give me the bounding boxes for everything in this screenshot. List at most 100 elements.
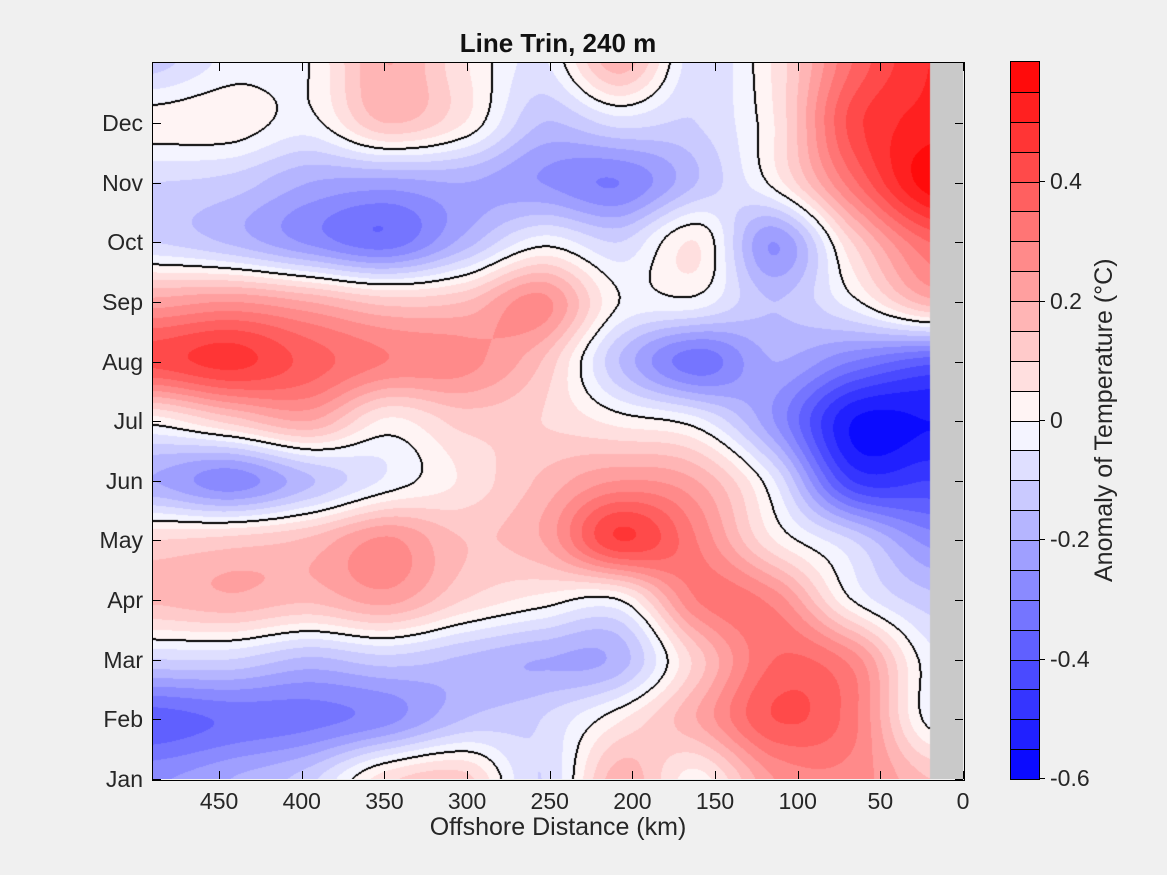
x-tick-label: 0 xyxy=(956,788,970,814)
x-tick-label: 150 xyxy=(695,788,735,814)
axis-tick-mark xyxy=(153,660,161,661)
axis-tick-mark xyxy=(153,183,161,184)
axis-tick-mark xyxy=(153,421,161,422)
colorbar-segment xyxy=(1011,450,1039,481)
colorbar-tick-mark xyxy=(1039,420,1045,421)
colorbar-tick-label: -0.2 xyxy=(1050,526,1090,552)
axis-tick-mark xyxy=(219,63,221,71)
axis-tick-mark xyxy=(955,362,963,363)
axis-tick-mark xyxy=(219,771,221,779)
x-tick-label: 300 xyxy=(447,788,487,814)
axis-tick-mark xyxy=(955,779,963,780)
y-tick-label: Feb xyxy=(103,706,143,732)
axis-tick-mark xyxy=(384,771,386,779)
y-tick-label: Oct xyxy=(107,229,143,255)
x-tick-label: 400 xyxy=(282,788,321,814)
contour-plot-canvas xyxy=(153,63,963,779)
x-axis-label: Offshore Distance (km) xyxy=(429,813,687,841)
axis-tick-mark xyxy=(153,302,161,303)
axis-tick-mark xyxy=(955,660,963,661)
colorbar-segment xyxy=(1011,271,1039,301)
y-tick-label: Mar xyxy=(103,647,143,673)
colorbar-tick-label: -0.4 xyxy=(1050,646,1090,672)
colorbar-tick-mark xyxy=(1039,181,1045,182)
axis-tick-mark xyxy=(153,600,161,601)
colorbar xyxy=(1010,61,1040,780)
colorbar-segment xyxy=(1011,181,1039,212)
colorbar-segment xyxy=(1011,480,1039,511)
colorbar-segment xyxy=(1011,599,1039,630)
chart-title: Line Trin, 240 m xyxy=(459,28,657,58)
axis-tick-mark xyxy=(955,302,963,303)
colorbar-tick-mark xyxy=(1039,778,1045,779)
axis-tick-mark xyxy=(955,421,963,422)
axis-tick-mark xyxy=(955,242,963,243)
colorbar-segment xyxy=(1011,540,1039,570)
y-tick-label: Jan xyxy=(105,766,143,792)
axis-tick-mark xyxy=(955,600,963,601)
axis-tick-mark xyxy=(797,771,799,779)
colorbar-segment xyxy=(1011,659,1039,690)
colorbar-segment xyxy=(1011,151,1039,182)
y-tick-label: Jun xyxy=(105,468,143,494)
axis-tick-mark xyxy=(153,481,161,482)
axis-tick-mark xyxy=(715,771,717,779)
colorbar-tick-label: 0.2 xyxy=(1050,288,1082,314)
y-tick-label: Sep xyxy=(102,289,143,315)
axis-tick-mark xyxy=(797,63,799,71)
axis-tick-mark xyxy=(549,771,551,779)
colorbar-label: Anomaly of Temperature (°C) xyxy=(1090,258,1118,582)
axis-tick-mark xyxy=(153,779,161,780)
colorbar-tick-mark xyxy=(1039,659,1045,660)
colorbar-segment xyxy=(1011,719,1039,750)
axis-tick-mark xyxy=(955,183,963,184)
axis-tick-mark xyxy=(153,540,161,541)
axis-tick-mark xyxy=(153,242,161,243)
colorbar-tick-label: -0.6 xyxy=(1050,765,1090,791)
colorbar-segment xyxy=(1011,62,1039,92)
x-tick-label: 100 xyxy=(778,788,817,814)
axis-tick-mark xyxy=(153,362,161,363)
axis-tick-mark xyxy=(632,63,634,71)
colorbar-tick-label: 0.4 xyxy=(1050,168,1082,194)
axis-tick-mark xyxy=(632,771,634,779)
x-tick-label: 50 xyxy=(867,788,894,814)
x-tick-label: 450 xyxy=(199,788,239,814)
x-tick-label: 250 xyxy=(530,788,569,814)
colorbar-segment xyxy=(1011,360,1039,391)
axis-tick-mark xyxy=(467,771,469,779)
axis-tick-mark xyxy=(955,123,963,124)
axis-tick-mark xyxy=(955,540,963,541)
colorbar-segment xyxy=(1011,629,1039,660)
axis-tick-mark xyxy=(467,63,469,71)
colorbar-segment xyxy=(1011,749,1039,779)
colorbar-segment xyxy=(1011,510,1039,540)
axis-tick-mark xyxy=(301,63,303,71)
colorbar-segment xyxy=(1011,330,1039,361)
colorbar-segment xyxy=(1011,569,1039,600)
colorbar-segment xyxy=(1011,241,1039,272)
axis-tick-mark xyxy=(715,63,717,71)
y-tick-label: Nov xyxy=(102,170,143,196)
axis-tick-mark xyxy=(301,771,303,779)
axis-tick-mark xyxy=(549,63,551,71)
axis-tick-mark xyxy=(880,63,882,71)
colorbar-segment xyxy=(1011,689,1039,720)
axis-tick-mark xyxy=(880,771,882,779)
y-tick-label: May xyxy=(99,527,143,553)
x-tick-label: 200 xyxy=(613,788,652,814)
colorbar-segment xyxy=(1011,121,1039,152)
colorbar-segment xyxy=(1011,390,1039,421)
colorbar-segment xyxy=(1011,91,1039,122)
colorbar-tick-mark xyxy=(1039,301,1045,302)
axis-tick-mark xyxy=(955,481,963,482)
axis-tick-mark xyxy=(963,771,964,779)
axis-tick-mark xyxy=(153,719,161,720)
y-tick-label: Apr xyxy=(107,587,143,613)
axis-tick-mark xyxy=(963,63,964,71)
y-tick-label: Dec xyxy=(102,110,143,136)
y-tick-label: Jul xyxy=(113,408,143,434)
axis-tick-mark xyxy=(384,63,386,71)
colorbar-segment xyxy=(1011,420,1039,451)
